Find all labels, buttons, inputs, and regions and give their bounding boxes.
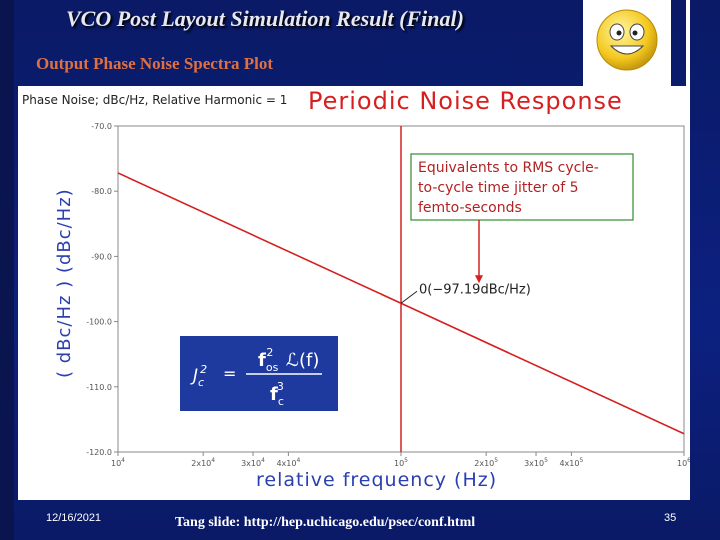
y-tick-label: -110.0 — [86, 383, 112, 392]
x-axis: 104 2x104 3x104 4x104 105 2x105 3x105 4x105 106 — [111, 452, 691, 468]
jitter-formula: Jc2 = fos2 ℒ(f) fc3 — [180, 336, 338, 411]
x-tick-label: 105 — [394, 457, 408, 468]
x-tick-label: 2x105 — [474, 457, 498, 468]
formula-num-f: f — [258, 350, 266, 371]
marker-label: 0(−97.19dBc/Hz) — [419, 282, 531, 297]
formula-den-f: f — [270, 384, 278, 405]
footer-date: 12/16/2021 — [46, 512, 102, 524]
series-line-phase-noise — [117, 172, 685, 435]
plot-panel: Phase Noise; dBc/Hz, Relative Harmonic =… — [18, 86, 691, 500]
x-axis-label: relative frequency (Hz) — [256, 469, 497, 491]
formula-num-sub: os — [266, 361, 279, 374]
footer-credit: Tang slide: http://hep.uchicago.edu/psec… — [175, 515, 476, 530]
formula-num-sup: 2 — [266, 346, 273, 359]
chart-header: Phase Noise; dBc/Hz, Relative Harmonic =… — [22, 93, 287, 107]
smiley-face-icon — [596, 9, 658, 71]
formula-equals: = — [223, 364, 236, 383]
footer-page-number: 35 — [664, 512, 677, 524]
annotation-line-2: to-cycle time jitter of 5 — [418, 180, 579, 196]
formula-lhs-sub: c — [198, 376, 204, 389]
svg-text:fc3: fc 3 — [270, 380, 284, 408]
annotation-line-3: femto-seconds — [418, 200, 522, 216]
phase-noise-chart: Phase Noise; dBc/Hz, Relative Harmonic =… — [22, 87, 691, 491]
y-tick-label: -90.0 — [91, 252, 112, 261]
svg-text:fos2: fos 2 — [258, 346, 279, 374]
y-tick-label: -80.0 — [91, 187, 112, 196]
y-tick-label: -70.0 — [91, 122, 112, 131]
y-tick-label: -100.0 — [86, 318, 112, 327]
x-tick-label: 104 — [111, 457, 125, 468]
logo-box — [583, 0, 671, 86]
formula-num-L: ℒ(f) — [286, 350, 319, 371]
formula-lhs-sup: 2 — [200, 363, 207, 376]
slide-left-stripe — [0, 0, 14, 540]
marker-pointer — [400, 290, 418, 304]
annotation-line-1: Equivalents to RMS cycle- — [418, 160, 599, 176]
chart-title: Periodic Noise Response — [308, 87, 623, 115]
annotation-arrowhead — [475, 275, 483, 284]
y-axis: -70.0 -80.0 -90.0 -100.0 -110.0 -120.0 — [86, 122, 118, 457]
formula-den-sup: 3 — [277, 380, 284, 393]
x-tick-label: 4x105 — [559, 457, 583, 468]
x-tick-label: 3x104 — [241, 457, 265, 468]
slide-title: VCO Post Layout Simulation Result (Final… — [66, 6, 464, 31]
svg-text:Jc2: Jc2 — [190, 363, 207, 389]
y-axis-label: ( dBc/Hz ) (dBc/Hz) — [54, 188, 75, 378]
annotation-box — [410, 153, 634, 221]
x-tick-label: 2x104 — [191, 457, 215, 468]
y-tick-label: -120.0 — [86, 448, 112, 457]
slide-subtitle: Output Phase Noise Spectra Plot — [36, 54, 274, 73]
x-tick-label: 4x104 — [276, 457, 300, 468]
formula-den-sub: c — [278, 395, 284, 408]
formula-lhs: J — [190, 366, 198, 386]
x-tick-label: 106 — [677, 457, 690, 468]
x-tick-label: 3x105 — [524, 457, 548, 468]
slide-right-bar — [686, 0, 690, 86]
